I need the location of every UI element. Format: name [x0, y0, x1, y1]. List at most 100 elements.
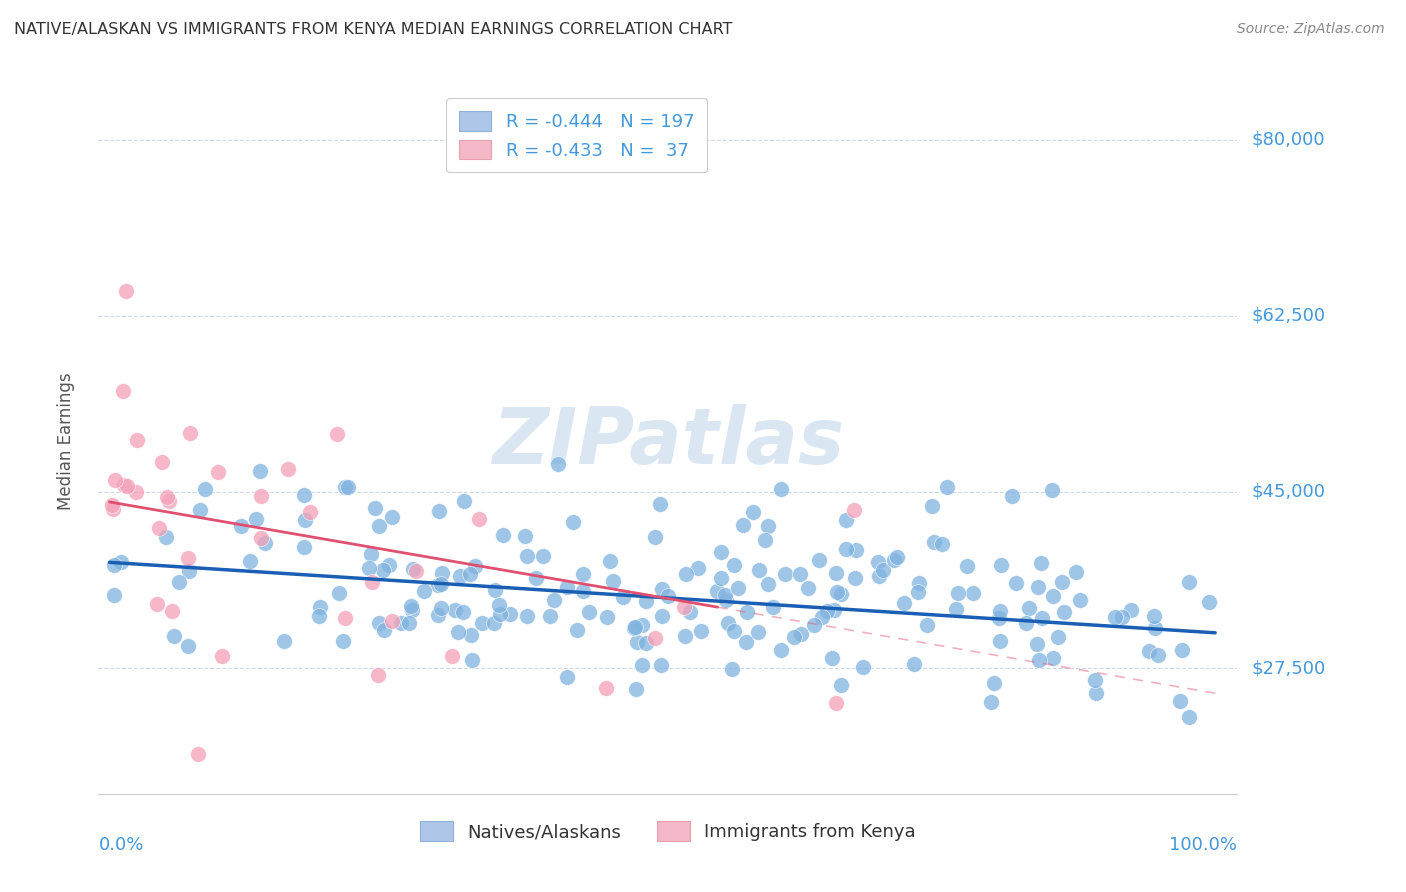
- Point: [834, 513, 856, 527]
- Point: [735, 635, 758, 649]
- Point: [367, 668, 389, 682]
- Point: [623, 621, 645, 635]
- Point: [727, 581, 749, 595]
- Point: [363, 501, 385, 516]
- Point: [987, 611, 1010, 625]
- Point: [104, 473, 127, 487]
- Point: [742, 505, 765, 519]
- Point: [1143, 621, 1166, 635]
- Point: [835, 541, 858, 556]
- Point: [825, 697, 848, 711]
- Point: [430, 566, 453, 580]
- Point: [294, 513, 316, 527]
- Point: [596, 610, 619, 624]
- Point: [980, 695, 1002, 709]
- Point: [723, 558, 745, 572]
- Point: [245, 511, 267, 525]
- Point: [688, 561, 710, 575]
- Point: [797, 581, 820, 595]
- Point: [187, 747, 209, 761]
- Point: [292, 488, 315, 502]
- Point: [367, 615, 389, 630]
- Point: [630, 618, 652, 632]
- Point: [713, 588, 735, 602]
- Point: [872, 563, 894, 577]
- Point: [373, 623, 395, 637]
- Point: [821, 650, 844, 665]
- Point: [883, 553, 905, 567]
- Point: [626, 681, 648, 696]
- Point: [644, 631, 666, 645]
- Point: [308, 608, 330, 623]
- Point: [572, 566, 595, 581]
- Point: [706, 584, 728, 599]
- Point: [644, 530, 666, 544]
- Point: [516, 549, 538, 564]
- Point: [368, 519, 391, 533]
- Point: [429, 600, 451, 615]
- Point: [651, 608, 673, 623]
- Point: [179, 425, 201, 440]
- Point: [398, 615, 420, 630]
- Point: [852, 660, 875, 674]
- Point: [1143, 609, 1166, 624]
- Text: NATIVE/ALASKAN VS IMMIGRANTS FROM KENYA MEDIAN EARNINGS CORRELATION CHART: NATIVE/ALASKAN VS IMMIGRANTS FROM KENYA …: [14, 22, 733, 37]
- Point: [720, 662, 742, 676]
- Point: [754, 533, 776, 547]
- Point: [1031, 610, 1053, 624]
- Point: [464, 559, 486, 574]
- Point: [555, 580, 578, 594]
- Point: [1084, 686, 1107, 700]
- Point: [690, 624, 713, 638]
- Point: [756, 519, 779, 533]
- Point: [562, 516, 585, 530]
- Point: [1178, 710, 1201, 724]
- Point: [599, 554, 621, 568]
- Point: [253, 535, 276, 549]
- Point: [1028, 653, 1050, 667]
- Point: [516, 609, 538, 624]
- Point: [482, 616, 505, 631]
- Point: [756, 576, 779, 591]
- Point: [823, 603, 845, 617]
- Point: [333, 611, 356, 625]
- Point: [1026, 580, 1049, 594]
- Point: [447, 625, 470, 640]
- Point: [443, 603, 465, 617]
- Point: [1147, 648, 1170, 663]
- Point: [112, 478, 135, 492]
- Point: [1047, 630, 1070, 644]
- Point: [710, 545, 733, 559]
- Point: [710, 570, 733, 584]
- Point: [399, 599, 422, 614]
- Point: [578, 606, 600, 620]
- Point: [808, 553, 831, 567]
- Point: [988, 634, 1011, 648]
- Point: [650, 498, 672, 512]
- Text: ZIPatlas: ZIPatlas: [492, 403, 844, 480]
- Point: [453, 605, 475, 619]
- Point: [714, 593, 737, 607]
- Point: [1029, 556, 1052, 570]
- Point: [458, 567, 481, 582]
- Point: [373, 563, 395, 577]
- Point: [555, 670, 578, 684]
- Point: [1178, 574, 1201, 589]
- Point: [922, 534, 945, 549]
- Point: [1171, 643, 1194, 657]
- Point: [169, 575, 191, 590]
- Point: [332, 634, 354, 648]
- Point: [1026, 637, 1049, 651]
- Point: [389, 615, 412, 630]
- Point: [1001, 489, 1024, 503]
- Point: [160, 604, 183, 618]
- Point: [907, 585, 929, 599]
- Point: [460, 627, 482, 641]
- Point: [489, 607, 512, 621]
- Point: [673, 629, 696, 643]
- Point: [775, 567, 797, 582]
- Point: [381, 510, 404, 524]
- Point: [155, 530, 177, 544]
- Point: [915, 618, 938, 632]
- Point: [1053, 605, 1076, 619]
